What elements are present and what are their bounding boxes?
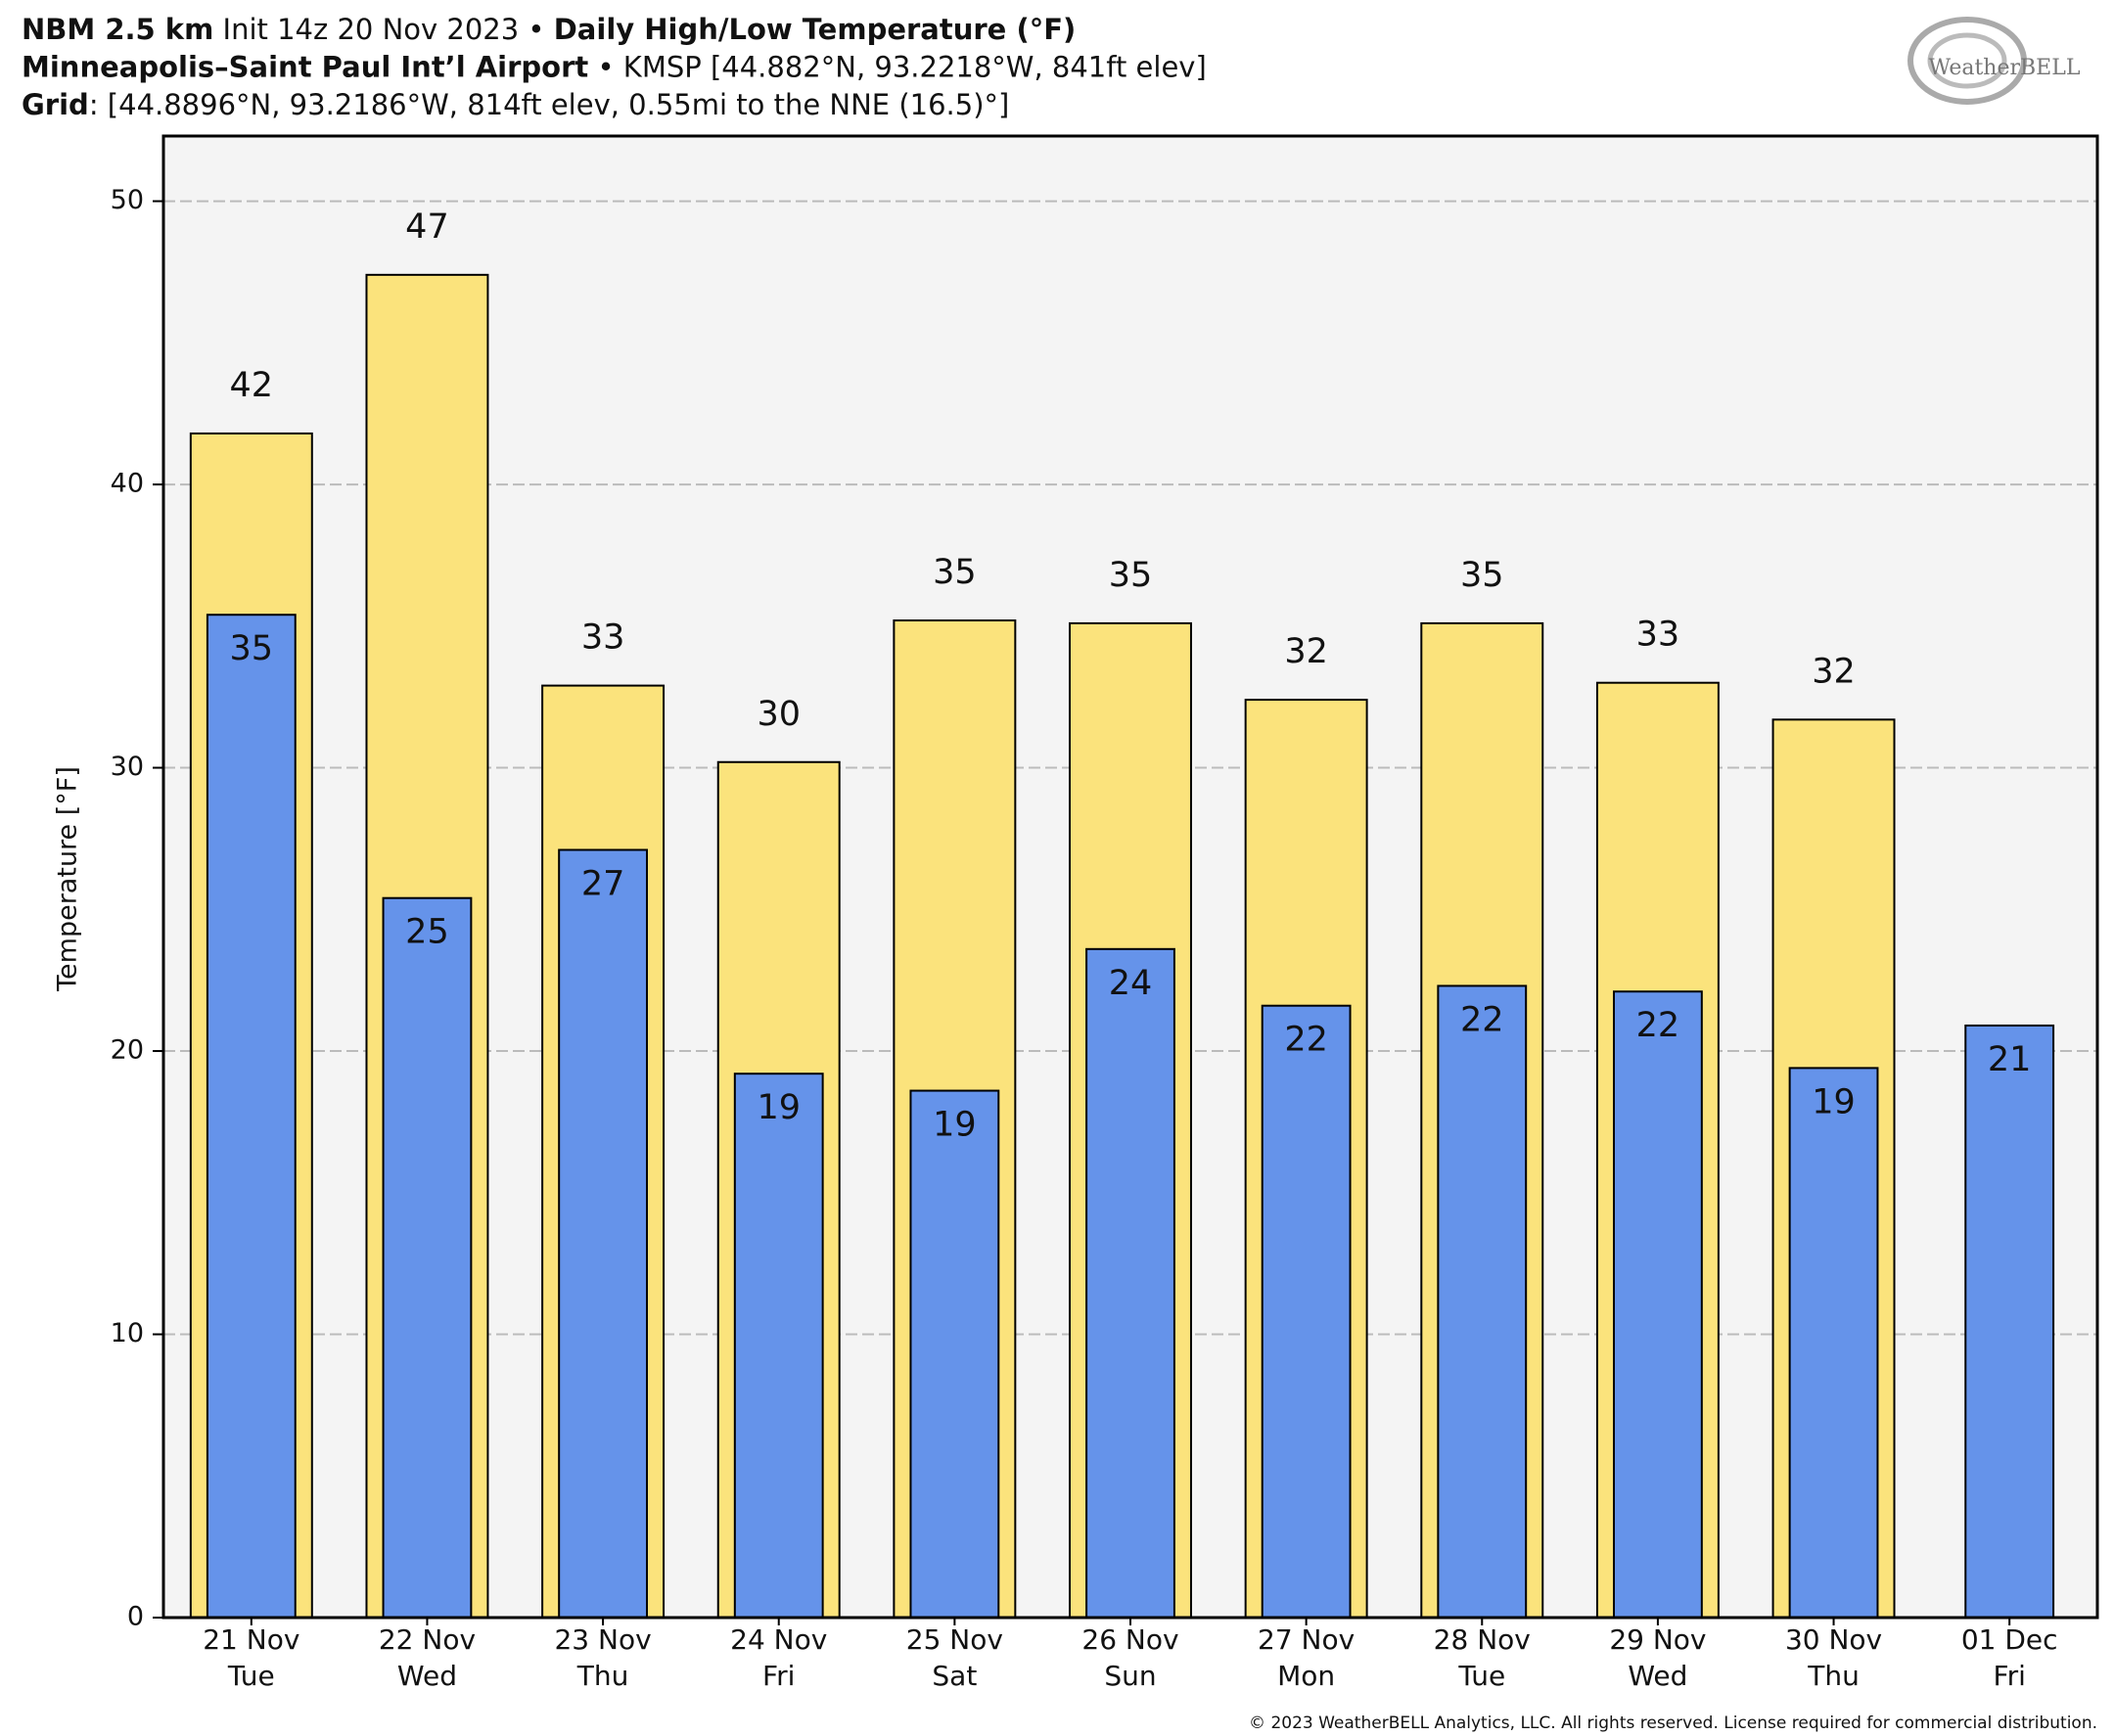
value-label: 42 bbox=[230, 366, 274, 405]
x-tick-label: Thu bbox=[1807, 1660, 1860, 1692]
y-tick-label: 40 bbox=[111, 469, 144, 499]
x-tick-label: 23 Nov bbox=[554, 1623, 651, 1656]
x-tick-label: Fri bbox=[1994, 1660, 2026, 1692]
value-label: 35 bbox=[1460, 556, 1504, 595]
bar bbox=[1788, 1067, 1879, 1619]
logo-text: WeatherBELL bbox=[1929, 56, 2081, 80]
logo: WeatherBELL bbox=[1907, 17, 2081, 105]
value-label: 19 bbox=[933, 1106, 977, 1145]
title-part: NBM 2.5 km bbox=[22, 13, 213, 46]
value-label: 22 bbox=[1284, 1021, 1328, 1060]
title-line: Grid: [44.8896°N, 93.2186°W, 814ft elev,… bbox=[22, 88, 1009, 121]
footer: © 2023 WeatherBELL Analytics, LLC. All r… bbox=[1249, 1713, 2097, 1733]
x-tick-label: 24 Nov bbox=[730, 1623, 827, 1656]
value-label: 21 bbox=[1988, 1040, 2032, 1079]
value-label: 27 bbox=[581, 864, 625, 903]
y-axis-title: Temperature [°F] bbox=[53, 766, 83, 992]
title-part: Minneapolis–Saint Paul Int’l Airport bbox=[22, 51, 588, 84]
bar bbox=[1085, 947, 1175, 1619]
x-tick-label: Mon bbox=[1277, 1660, 1335, 1692]
x-tick-label: 25 Nov bbox=[906, 1623, 1003, 1656]
value-label: 24 bbox=[1109, 964, 1153, 1003]
title-line: Minneapolis–Saint Paul Int’l Airport • K… bbox=[22, 51, 1207, 84]
x-tick-label: 28 Nov bbox=[1434, 1623, 1531, 1656]
x-tick-label: Fri bbox=[762, 1660, 795, 1692]
x-tick-label: 01 Dec bbox=[1961, 1623, 2058, 1656]
x-tick-label: 27 Nov bbox=[1258, 1623, 1355, 1656]
value-label: 19 bbox=[757, 1088, 801, 1127]
x-tick-label: Tue bbox=[1457, 1660, 1505, 1692]
title-part: : [44.8896°N, 93.2186°W, 814ft elev, 0.5… bbox=[89, 88, 1010, 121]
title-part: • KMSP [44.882°N, 93.2218°W, 841ft elev] bbox=[588, 51, 1207, 84]
bar bbox=[909, 1089, 1000, 1619]
x-tick-label: Wed bbox=[1628, 1660, 1687, 1692]
x-tick-label: 29 Nov bbox=[1609, 1623, 1706, 1656]
bar bbox=[1964, 1024, 2055, 1620]
value-label: 35 bbox=[230, 629, 274, 668]
title-line: NBM 2.5 km Init 14z 20 Nov 2023 • Daily … bbox=[22, 13, 1076, 46]
value-label: 47 bbox=[405, 207, 449, 247]
value-label: 35 bbox=[1109, 556, 1153, 595]
x-tick-label: Sun bbox=[1104, 1660, 1156, 1692]
plot-border bbox=[161, 134, 2099, 1620]
value-label: 33 bbox=[581, 618, 625, 658]
y-tick-label: 30 bbox=[111, 752, 144, 782]
value-label: 35 bbox=[933, 553, 977, 592]
title-part: Daily High/Low Temperature (°F) bbox=[554, 13, 1077, 46]
bar bbox=[733, 1073, 824, 1619]
value-label: 22 bbox=[1636, 1006, 1680, 1045]
y-tick-label: 50 bbox=[111, 185, 144, 215]
value-label: 30 bbox=[757, 695, 801, 734]
bar bbox=[1613, 990, 1703, 1619]
x-tick-label: Wed bbox=[397, 1660, 457, 1692]
x-tick-label: Sat bbox=[932, 1660, 977, 1692]
x-tick-label: 21 Nov bbox=[203, 1623, 299, 1656]
title-part: Init 14z 20 Nov 2023 • bbox=[213, 13, 553, 46]
value-label: 32 bbox=[1284, 632, 1328, 671]
bar bbox=[1437, 984, 1528, 1619]
value-label: 25 bbox=[405, 913, 449, 952]
x-tick-label: 22 Nov bbox=[379, 1623, 476, 1656]
bar bbox=[382, 896, 473, 1619]
bar bbox=[558, 848, 649, 1619]
x-tick-label: Tue bbox=[227, 1660, 275, 1692]
bar bbox=[206, 614, 297, 1619]
value-label: 19 bbox=[1812, 1082, 1856, 1121]
bar bbox=[1261, 1004, 1352, 1619]
x-tick-label: 26 Nov bbox=[1081, 1623, 1178, 1656]
y-tick-label: 10 bbox=[111, 1318, 144, 1348]
x-tick-label: Thu bbox=[576, 1660, 629, 1692]
y-tick-label: 20 bbox=[111, 1035, 144, 1066]
x-tick-label: 30 Nov bbox=[1785, 1623, 1882, 1656]
y-tick-label: 0 bbox=[127, 1602, 144, 1632]
value-label: 32 bbox=[1812, 652, 1856, 691]
value-label: 33 bbox=[1636, 616, 1680, 655]
title-part: Grid bbox=[22, 88, 89, 121]
value-label: 22 bbox=[1460, 1000, 1504, 1039]
